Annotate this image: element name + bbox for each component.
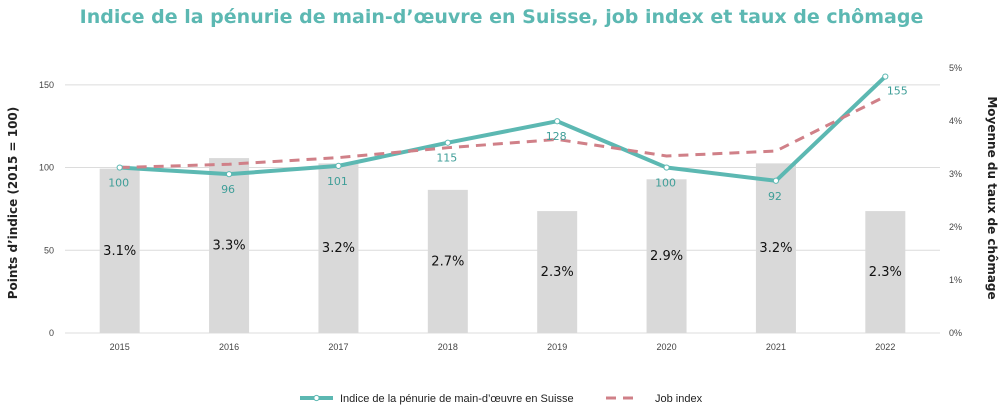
bar [99, 168, 140, 333]
legend-label-job-index: Job index [655, 393, 703, 405]
chart-title: Indice de la pénurie de main-d’œuvre en … [79, 6, 924, 28]
x-tick-label: 2020 [657, 342, 677, 352]
gridlines [65, 84, 940, 334]
data-labels: 3.1% 3.3% 3.2% 2.7% 2.3% 2.9% 3.2% 2.3% 100 96 101… [103, 85, 908, 280]
legend: Indice de la pénurie de main-d’œuvre en … [300, 393, 703, 405]
line-point-label: 115 [436, 152, 457, 165]
line-point [116, 164, 123, 171]
y-axis-right-title: Moyenne du taux de chômage [985, 96, 999, 299]
line-point-label: 128 [546, 130, 567, 143]
line-point-label: 101 [327, 175, 348, 188]
shortage-index-line [119, 75, 887, 183]
x-tick-label: 2015 [110, 342, 130, 352]
line-point-label: 155 [887, 85, 908, 98]
y-left-tick-label: 150 [39, 80, 54, 90]
y-right-tick-label: 2% [949, 222, 962, 232]
x-tick-label: 2022 [875, 342, 895, 352]
bar [427, 189, 468, 333]
line-point [225, 171, 233, 178]
job-index-line [119, 95, 886, 170]
line-point-label: 100 [655, 177, 676, 190]
bar-label: 2.7% [431, 254, 464, 269]
line-point [444, 139, 451, 146]
bar-series [99, 158, 906, 333]
line-point [335, 162, 342, 169]
y-right-tick-label: 3% [949, 169, 962, 179]
x-tick-label: 2016 [219, 342, 239, 352]
bar-label: 3.2% [759, 241, 792, 256]
bar [646, 179, 687, 333]
line-point [772, 177, 780, 184]
y-right-tick-label: 1% [949, 275, 962, 285]
x-tick-label: 2019 [547, 342, 567, 352]
axes: 0 50 100 150 0% 1% 2% 3% 4% 5% 2015 2016 2017 2018 201… [39, 63, 962, 352]
bar-label: 3.2% [322, 241, 355, 256]
line-point-label: 92 [768, 190, 782, 203]
line-point [554, 118, 561, 125]
legend-marker [313, 394, 320, 402]
bar [537, 211, 578, 333]
y-left-tick-label: 100 [39, 163, 54, 173]
line-series [116, 73, 889, 184]
y-right-tick-label: 5% [949, 63, 962, 73]
x-tick-label: 2018 [438, 342, 458, 352]
bar [865, 211, 906, 333]
y-right-tick-label: 4% [949, 116, 962, 126]
line-point [663, 164, 670, 171]
y-left-tick-label: 50 [44, 245, 54, 255]
legend-label-shortage-index: Indice de la pénurie de main-d’œuvre en … [340, 393, 574, 405]
line-point-label: 100 [108, 177, 129, 190]
bar-label: 2.3% [869, 265, 902, 280]
line-point [882, 73, 889, 80]
y-axis-left-title: Points d’indice (2015 = 100) [6, 107, 20, 300]
y-right-tick-label: 0% [949, 328, 962, 338]
x-tick-label: 2017 [328, 342, 348, 352]
bar-label: 2.3% [541, 265, 574, 280]
bar-label: 3.1% [103, 244, 136, 259]
x-tick-label: 2021 [766, 342, 786, 352]
bar [318, 163, 359, 333]
bar-label: 2.9% [650, 249, 683, 264]
y-left-tick-label: 0 [49, 328, 54, 338]
bar [209, 158, 250, 333]
line-point-label: 96 [221, 183, 235, 196]
bar [755, 163, 796, 333]
bar-label: 3.3% [213, 239, 246, 254]
